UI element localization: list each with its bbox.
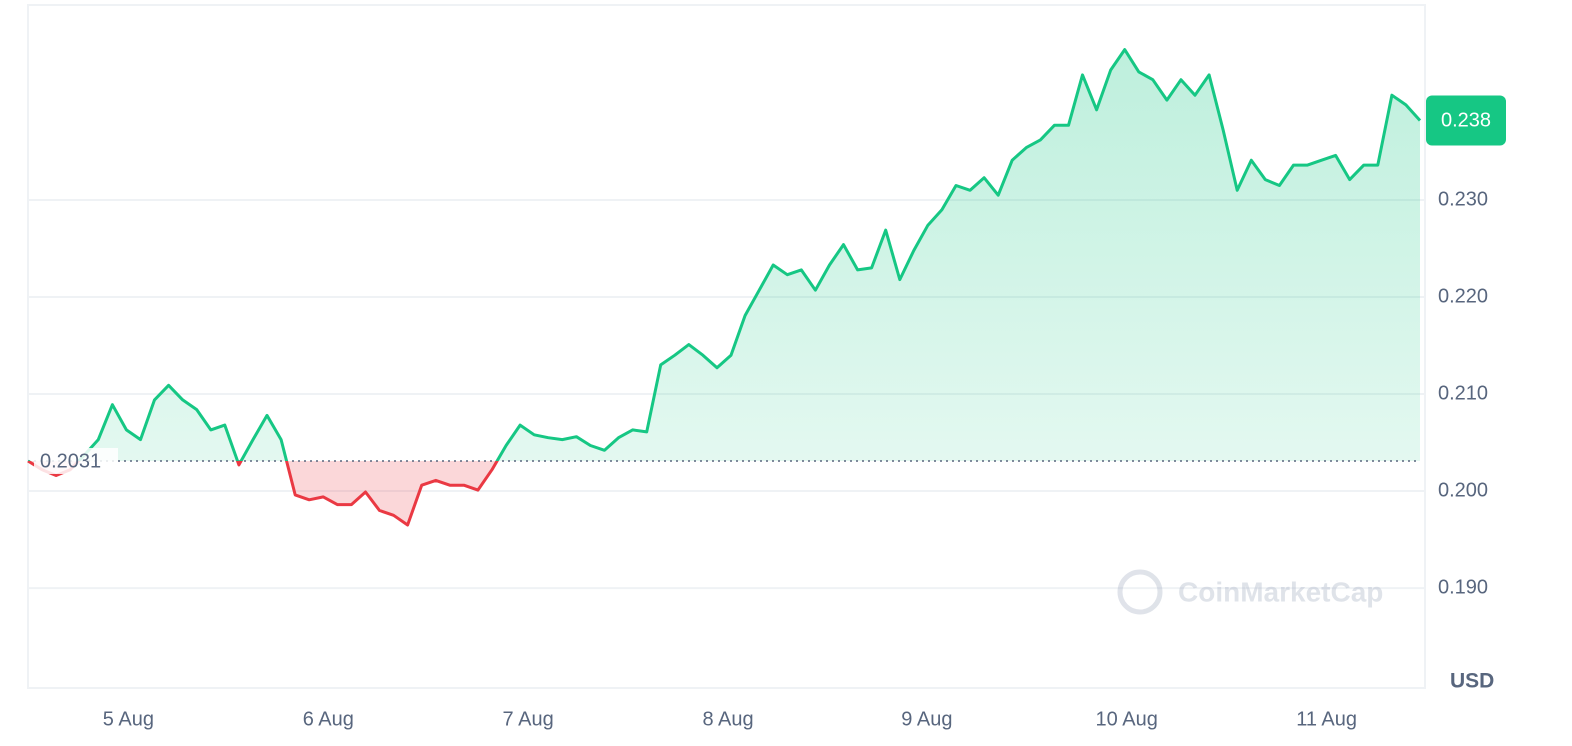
current-price-badge [1426,95,1506,146]
y-tick-label: 0.220 [1438,285,1488,307]
x-tick-label: 5 Aug [103,708,154,730]
y-tick-label: 0.190 [1438,576,1488,598]
plot: 0.2031 0.238 [27,48,1506,527]
baseline-label-bg [34,447,118,474]
watermark-text: CoinMarketCap [1178,576,1383,607]
plot-frame [27,4,1426,689]
x-tick-label: 8 Aug [702,708,753,730]
area-up [78,49,1420,461]
y-tick-label: 0.210 [1438,382,1488,404]
x-tick-label: 9 Aug [901,708,952,730]
baseline-label: 0.2031 [40,450,101,472]
y-tick-label: 0.230 [1438,188,1488,210]
x-tick-label: 7 Aug [503,708,554,730]
y-axis-label: USD [1450,670,1494,693]
x-tick-label: 6 Aug [303,708,354,730]
x-tick-label: 11 Aug [1296,708,1357,730]
watermark: CoinMarketCap [1117,569,1383,615]
current-price-label: 0.238 [1441,110,1491,132]
y-tick-label: 0.200 [1438,479,1488,501]
x-tick-label: 10 Aug [1096,708,1158,730]
price-line-up [28,48,1422,461]
